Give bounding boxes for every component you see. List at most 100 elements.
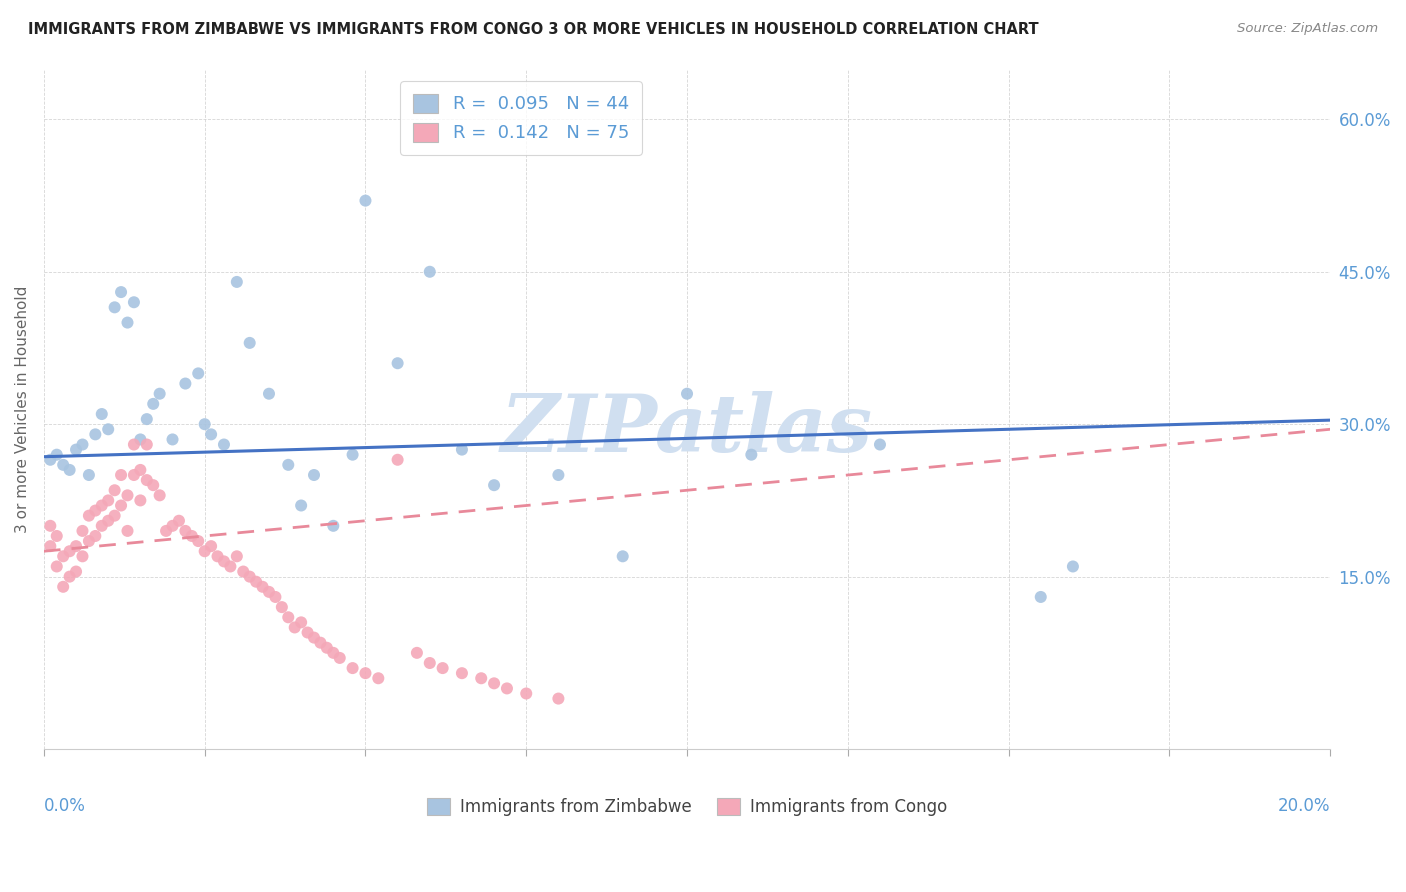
Point xyxy=(187,367,209,381)
Point xyxy=(52,580,75,594)
Point xyxy=(367,671,389,685)
Point xyxy=(297,625,319,640)
Point xyxy=(387,452,409,467)
Point xyxy=(84,427,107,442)
Point xyxy=(322,518,344,533)
Point xyxy=(252,580,274,594)
Point xyxy=(315,640,337,655)
Point xyxy=(451,666,474,681)
Point xyxy=(174,524,197,538)
Point xyxy=(167,514,190,528)
Point xyxy=(97,493,120,508)
Point xyxy=(277,610,299,624)
Point xyxy=(284,620,307,634)
Point xyxy=(302,468,325,483)
Point xyxy=(290,499,312,513)
Point xyxy=(547,468,569,483)
Point xyxy=(59,463,82,477)
Point xyxy=(162,433,184,447)
Point xyxy=(72,549,94,564)
Point xyxy=(406,646,429,660)
Point xyxy=(174,376,197,391)
Point xyxy=(129,463,152,477)
Point xyxy=(219,559,242,574)
Text: IMMIGRANTS FROM ZIMBABWE VS IMMIGRANTS FROM CONGO 3 OR MORE VEHICLES IN HOUSEHOL: IMMIGRANTS FROM ZIMBABWE VS IMMIGRANTS F… xyxy=(28,22,1039,37)
Point xyxy=(117,316,139,330)
Point xyxy=(451,442,474,457)
Point xyxy=(65,442,87,457)
Y-axis label: 3 or more Vehicles in Household: 3 or more Vehicles in Household xyxy=(15,285,30,533)
Point xyxy=(45,529,67,543)
Point xyxy=(84,503,107,517)
Point xyxy=(149,386,172,401)
Point xyxy=(257,386,280,401)
Point xyxy=(104,508,127,523)
Point xyxy=(207,549,229,564)
Point xyxy=(232,565,254,579)
Point xyxy=(122,295,145,310)
Point xyxy=(239,335,262,350)
Point xyxy=(225,549,247,564)
Point xyxy=(142,397,165,411)
Point xyxy=(77,468,100,483)
Point xyxy=(155,524,177,538)
Point xyxy=(264,590,287,604)
Point xyxy=(496,681,519,696)
Text: 20.0%: 20.0% xyxy=(1278,797,1330,815)
Point xyxy=(547,691,569,706)
Point xyxy=(45,448,67,462)
Point xyxy=(84,529,107,543)
Point xyxy=(162,518,184,533)
Point xyxy=(52,549,75,564)
Point xyxy=(740,448,762,462)
Point xyxy=(309,636,332,650)
Point xyxy=(90,499,112,513)
Point xyxy=(129,433,152,447)
Point xyxy=(245,574,267,589)
Legend: Immigrants from Zimbabwe, Immigrants from Congo: Immigrants from Zimbabwe, Immigrants fro… xyxy=(420,791,955,822)
Point xyxy=(290,615,312,630)
Point xyxy=(1062,559,1084,574)
Point xyxy=(135,412,157,426)
Point xyxy=(180,529,202,543)
Point xyxy=(65,565,87,579)
Point xyxy=(59,544,82,558)
Point xyxy=(45,559,67,574)
Point xyxy=(482,478,505,492)
Point xyxy=(97,514,120,528)
Point xyxy=(354,666,377,681)
Point xyxy=(39,539,62,553)
Point xyxy=(342,448,364,462)
Point xyxy=(239,569,262,583)
Point xyxy=(200,427,222,442)
Point xyxy=(104,483,127,498)
Point xyxy=(135,473,157,487)
Point xyxy=(200,539,222,553)
Point xyxy=(142,478,165,492)
Point xyxy=(65,539,87,553)
Point xyxy=(122,468,145,483)
Point xyxy=(39,518,62,533)
Point xyxy=(77,534,100,549)
Point xyxy=(1029,590,1052,604)
Point xyxy=(470,671,492,685)
Point xyxy=(212,437,235,451)
Point xyxy=(110,468,132,483)
Point xyxy=(149,488,172,502)
Point xyxy=(90,407,112,421)
Point xyxy=(129,493,152,508)
Point xyxy=(117,488,139,502)
Point xyxy=(52,458,75,472)
Point xyxy=(869,437,891,451)
Point xyxy=(676,386,699,401)
Point xyxy=(122,437,145,451)
Point xyxy=(104,301,127,315)
Point xyxy=(419,265,441,279)
Point xyxy=(329,651,352,665)
Point xyxy=(117,524,139,538)
Point xyxy=(212,554,235,568)
Text: 0.0%: 0.0% xyxy=(44,797,86,815)
Point xyxy=(72,437,94,451)
Point xyxy=(354,194,377,208)
Point xyxy=(270,600,292,615)
